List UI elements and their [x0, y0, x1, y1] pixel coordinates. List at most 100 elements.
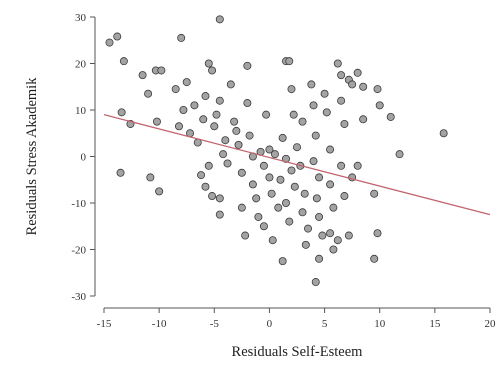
data-point — [326, 145, 335, 154]
data-point — [326, 180, 335, 189]
data-point — [359, 115, 368, 124]
data-point — [201, 182, 210, 191]
data-point — [315, 212, 324, 221]
data-point — [315, 173, 324, 182]
data-point — [215, 194, 224, 203]
data-point — [315, 254, 324, 263]
data-point — [177, 33, 186, 42]
data-point — [146, 173, 155, 182]
data-point — [278, 133, 287, 142]
data-point — [237, 203, 246, 212]
data-point — [439, 129, 448, 138]
data-point — [333, 59, 342, 68]
data-point — [312, 194, 321, 203]
data-point — [298, 117, 307, 126]
data-point — [157, 66, 166, 75]
data-point — [190, 101, 199, 110]
data-point — [259, 161, 268, 170]
data-point — [262, 110, 271, 119]
data-point — [287, 85, 296, 94]
data-point — [221, 136, 230, 145]
data-point — [373, 85, 382, 94]
data-point — [298, 208, 307, 217]
data-point — [199, 115, 208, 124]
y-tick-label: -10 — [71, 198, 86, 210]
data-point — [344, 231, 353, 240]
data-point — [270, 150, 279, 159]
data-point — [182, 78, 191, 87]
data-point — [267, 189, 276, 198]
data-point — [245, 131, 254, 140]
data-point — [318, 231, 327, 240]
data-point — [243, 61, 252, 70]
data-point — [329, 203, 338, 212]
data-point — [340, 119, 349, 128]
y-tick-label: 30 — [75, 12, 87, 24]
data-point — [304, 224, 313, 233]
y-tick-label: -30 — [71, 291, 86, 303]
data-point — [265, 145, 274, 154]
data-point — [289, 110, 298, 119]
data-point — [223, 159, 232, 168]
data-point — [276, 175, 285, 184]
data-point — [119, 57, 128, 66]
data-point — [254, 212, 263, 221]
x-tick-label: 10 — [374, 318, 386, 330]
data-point — [179, 106, 188, 115]
data-point — [340, 192, 349, 201]
data-point — [152, 117, 161, 126]
data-point — [232, 126, 241, 135]
data-point — [311, 278, 320, 287]
data-point — [105, 38, 114, 47]
data-point — [215, 15, 224, 24]
data-point — [116, 168, 125, 177]
data-point — [285, 57, 294, 66]
data-point — [144, 89, 153, 98]
data-point — [201, 92, 210, 101]
data-point — [265, 173, 274, 182]
data-point — [375, 101, 384, 110]
y-tick-label: 10 — [75, 105, 87, 117]
data-point — [309, 157, 318, 166]
data-point — [138, 71, 147, 80]
data-point — [215, 210, 224, 219]
y-ticks: -30 -20 -10 0 10 20 30 — [71, 12, 95, 303]
data-point — [117, 108, 126, 117]
data-point — [370, 189, 379, 198]
data-point — [307, 80, 316, 89]
y-tick-label: -20 — [71, 245, 86, 257]
data-point — [210, 122, 219, 131]
data-point — [285, 217, 294, 226]
y-tick-label: 0 — [81, 152, 87, 164]
data-point — [208, 66, 217, 75]
data-point — [208, 192, 217, 201]
data-point — [326, 229, 335, 238]
data-point — [309, 101, 318, 110]
data-point — [155, 187, 164, 196]
data-point — [370, 254, 379, 263]
data-point — [274, 203, 283, 212]
data-point — [174, 122, 183, 131]
data-point — [311, 131, 320, 140]
data-point — [226, 80, 235, 89]
data-point — [234, 140, 243, 149]
data-point — [292, 143, 301, 152]
x-axis-title: Residuals Self-Esteem — [232, 344, 364, 360]
data-point — [281, 198, 290, 207]
data-point — [230, 117, 239, 126]
data-point — [322, 108, 331, 117]
data-point — [243, 99, 252, 108]
x-tick-label: -5 — [210, 318, 220, 330]
data-point — [268, 236, 277, 245]
data-point — [386, 112, 395, 121]
data-point — [353, 161, 362, 170]
x-ticks: -15 -10 -5 0 5 10 15 20 — [97, 308, 496, 330]
data-point — [337, 96, 346, 105]
data-point — [113, 32, 122, 41]
data-point — [215, 96, 224, 105]
data-point — [348, 80, 357, 89]
data-point — [241, 231, 250, 240]
x-tick-label: 5 — [322, 318, 328, 330]
x-tick-label: 20 — [485, 318, 497, 330]
data-point — [237, 168, 246, 177]
